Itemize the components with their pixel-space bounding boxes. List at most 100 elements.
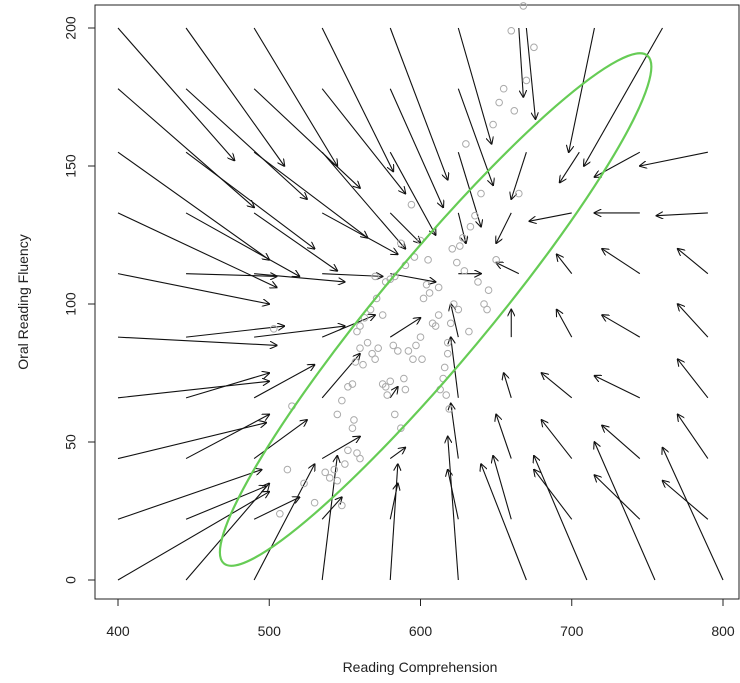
data-point	[446, 319, 455, 328]
data-point	[445, 405, 454, 413]
data-point	[460, 267, 469, 275]
x-tick-label: 600	[409, 623, 433, 639]
arrow	[117, 212, 277, 288]
axis-ticks: 400 500 600 700 800 0 50 100 150 200	[63, 16, 735, 639]
arrow	[322, 274, 383, 277]
arrow	[253, 464, 315, 581]
data-point	[389, 341, 398, 350]
arrow	[321, 27, 393, 172]
arrow	[518, 27, 524, 97]
arrow	[584, 27, 663, 166]
arrow	[656, 213, 708, 216]
data-point	[474, 278, 482, 286]
arrow	[117, 470, 262, 520]
arrow	[117, 492, 269, 581]
data-point	[530, 43, 538, 52]
arrow	[321, 315, 375, 338]
data-point	[386, 377, 395, 386]
arrow	[254, 273, 345, 282]
data-point	[325, 474, 334, 482]
arrow	[185, 212, 299, 276]
data-point	[515, 189, 523, 198]
data-point	[363, 338, 372, 347]
data-point	[422, 280, 431, 289]
arrow	[594, 475, 641, 520]
arrow	[678, 359, 709, 399]
data-point	[489, 120, 497, 129]
data-point	[269, 325, 278, 333]
arrow	[389, 448, 405, 460]
data-point	[371, 355, 379, 364]
arrow	[254, 326, 345, 338]
data-point	[401, 385, 410, 394]
data-point	[412, 341, 420, 350]
arrow	[663, 481, 709, 520]
data-point	[409, 355, 417, 364]
y-tick-label: 50	[63, 434, 79, 450]
arrow	[542, 373, 573, 399]
data-point	[419, 294, 428, 303]
data-point	[400, 374, 408, 383]
data-point	[522, 76, 531, 85]
data-point	[492, 256, 500, 264]
data-point	[431, 322, 440, 330]
data-point	[434, 311, 443, 319]
arrow	[321, 354, 360, 399]
x-tick-label: 700	[560, 623, 584, 639]
arrow	[321, 456, 337, 581]
data-point	[397, 239, 405, 248]
arrow	[389, 387, 398, 399]
arrow	[457, 27, 491, 144]
data-point	[321, 468, 330, 477]
arrow	[253, 88, 360, 188]
data-point	[453, 258, 461, 267]
data-point	[300, 479, 308, 488]
x-tick-label: 400	[106, 623, 130, 639]
data-point	[456, 242, 464, 250]
confidence-ellipse	[218, 52, 653, 567]
data-point	[454, 305, 463, 314]
arrow	[542, 420, 573, 459]
data-point	[443, 338, 452, 347]
data-point	[499, 84, 508, 93]
arrow	[481, 464, 527, 581]
data-point	[495, 98, 503, 107]
arrow	[117, 27, 234, 160]
data-point	[425, 289, 434, 297]
data-point	[353, 327, 361, 336]
data-point	[330, 465, 339, 474]
data-point	[283, 465, 292, 474]
arrow	[185, 486, 266, 520]
arrow	[117, 273, 269, 304]
arrow	[448, 436, 459, 581]
arrow	[186, 326, 284, 338]
arrow	[389, 27, 447, 180]
data-point	[483, 305, 491, 314]
data-point	[333, 410, 342, 419]
arrow	[602, 249, 641, 275]
arrow	[185, 414, 269, 460]
arrow	[560, 151, 580, 182]
data-point	[356, 344, 364, 352]
data-point	[359, 360, 367, 369]
arrow	[496, 414, 512, 459]
data-point	[459, 233, 467, 242]
data-point	[404, 347, 413, 355]
data-point	[449, 300, 458, 308]
data-point	[348, 380, 357, 388]
arrow	[117, 381, 269, 399]
arrow	[253, 420, 307, 460]
arrow	[186, 274, 277, 277]
arrow	[448, 470, 459, 520]
arrow	[678, 304, 709, 338]
arrow	[534, 456, 588, 581]
data-point	[351, 358, 360, 366]
data-point	[407, 200, 416, 209]
data-point	[378, 311, 387, 319]
arrow	[253, 27, 337, 166]
arrow	[389, 88, 443, 208]
arrow	[253, 365, 315, 399]
arrow	[185, 151, 315, 249]
data-point	[383, 391, 392, 399]
data-point	[448, 245, 457, 253]
